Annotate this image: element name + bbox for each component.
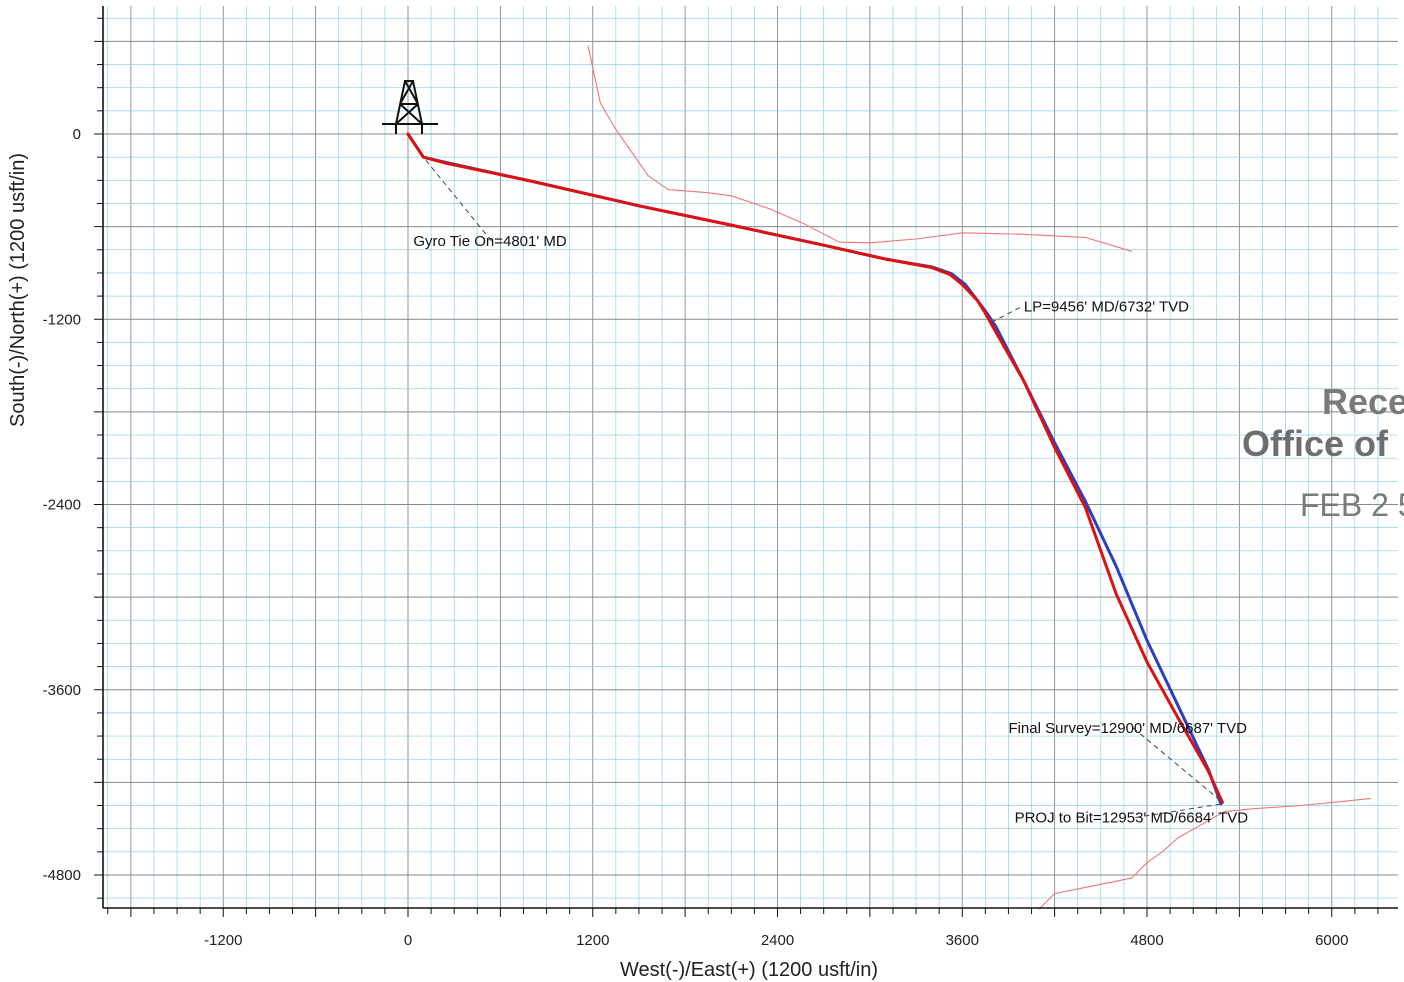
y-tick-label: 0 bbox=[73, 126, 81, 143]
grid bbox=[103, 6, 1398, 908]
rig-derrick bbox=[382, 80, 438, 134]
y-tick-label: -4800 bbox=[43, 867, 81, 884]
annotations: Gyro Tie On=4801' MD LP=9456' MD/6732' TV… bbox=[413, 156, 1249, 827]
x-tick-label: -1200 bbox=[204, 932, 242, 949]
series-layer bbox=[406, 45, 1371, 910]
series-line-3 bbox=[587, 45, 1133, 252]
stamp-line-2: Office of bbox=[1242, 423, 1389, 464]
annotation-label: LP=9456' MD/6732' TVD bbox=[1024, 299, 1189, 316]
x-tick-label: 6000 bbox=[1315, 932, 1348, 949]
x-tick-label: 2400 bbox=[761, 932, 794, 949]
annotation-leader bbox=[1132, 727, 1222, 802]
stamp-line-3: FEB 2 5 bbox=[1300, 487, 1404, 523]
series-line-2 bbox=[406, 132, 1224, 804]
x-tick-label: 3600 bbox=[946, 932, 979, 949]
received-stamp: Rece Office of FEB 2 5 bbox=[1242, 381, 1404, 523]
series-line-4 bbox=[1038, 798, 1371, 910]
y-tick-label: -1200 bbox=[43, 311, 81, 328]
x-tick-label: 4800 bbox=[1130, 932, 1163, 949]
x-tick-label: 1200 bbox=[576, 932, 609, 949]
y-tick-label: -3600 bbox=[43, 682, 81, 699]
annotation-leader bbox=[988, 307, 1021, 325]
stamp-line-1: Rece bbox=[1322, 381, 1404, 422]
annotation-label: Final Survey=12900' MD/6687' TVD bbox=[1008, 720, 1247, 737]
drilling-rig-icon bbox=[382, 80, 438, 134]
x-tick-label: 0 bbox=[404, 932, 412, 949]
annotation-leader bbox=[1135, 803, 1221, 819]
annotation-label: Gyro Tie On=4801' MD bbox=[413, 233, 567, 250]
x-axis-title: West(-)/East(+) (1200 usft/in) bbox=[620, 959, 878, 981]
axes: -1200 0 1200 2400 3600 4800 6000 0 -1200 -2400 -36… bbox=[43, 6, 1398, 949]
annotation-label: PROJ to Bit=12953' MD/6684' TVD bbox=[1015, 810, 1249, 827]
y-axis-title: South(-)/North(+) (1200 usft/in) bbox=[7, 153, 29, 427]
y-tick-label: -2400 bbox=[43, 497, 81, 514]
